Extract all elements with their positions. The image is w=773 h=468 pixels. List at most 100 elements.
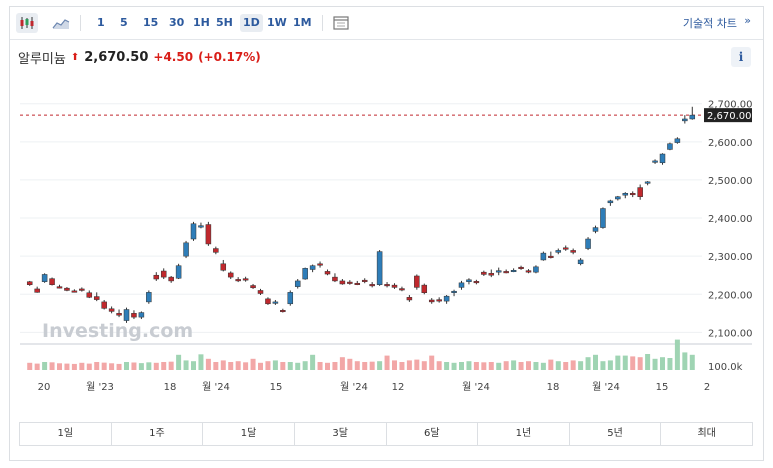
candle-body <box>361 279 368 282</box>
volume-bar <box>250 358 256 370</box>
candle-body <box>227 272 234 278</box>
timeframe-1w[interactable]: 1W <box>267 16 287 29</box>
volume-bar <box>585 357 591 370</box>
advanced-chart-link[interactable]: 기술적 차트 <box>682 17 737 30</box>
candle-body <box>123 309 130 321</box>
volume-bar <box>332 362 338 370</box>
toolbar-divider <box>80 15 81 31</box>
candle-body <box>34 288 40 293</box>
candle-body <box>473 281 480 284</box>
candle-body <box>332 276 338 282</box>
range-selector: 1일 1주 1달 3달 6달 1년 5년 최대 <box>19 422 753 446</box>
volume-bar <box>593 354 598 370</box>
candle-body <box>622 193 629 196</box>
candle-body <box>41 274 48 282</box>
volume-bar <box>146 362 152 370</box>
y-tick-label: 2,600.00 <box>708 138 753 149</box>
x-tick-label: 20 <box>38 382 51 393</box>
candle-body <box>71 290 78 293</box>
volume-bar <box>503 361 509 370</box>
y-tick-label: 2,100.00 <box>708 328 753 339</box>
volume-bar <box>235 361 241 370</box>
candle-body <box>555 250 562 253</box>
timeframe-30[interactable]: 30 <box>169 16 185 29</box>
candle-body <box>287 292 294 305</box>
volume-bar <box>49 362 55 370</box>
volume-bar <box>451 362 457 370</box>
range-button[interactable]: 최대 <box>697 428 716 439</box>
volume-bar <box>354 361 360 370</box>
candle-body <box>384 284 390 287</box>
candle-body <box>101 301 107 309</box>
last-price: 2,670.50 <box>84 49 149 65</box>
candle-body <box>667 143 673 150</box>
timeframe-5h[interactable]: 5H <box>216 16 233 29</box>
candlestick-icon[interactable] <box>16 13 38 33</box>
chart-toolbar: 1 5 15 30 1H 5H 1D 1W 1M 기술적 차트 » <box>10 7 763 40</box>
candle-body <box>510 270 517 273</box>
candle-body <box>347 281 353 284</box>
candle-body <box>190 223 197 240</box>
candle-body <box>205 224 212 245</box>
candle-body <box>644 181 651 184</box>
volume-bar <box>42 362 48 370</box>
chevron-right-icon[interactable]: » <box>744 14 751 27</box>
volume-bar <box>548 359 554 370</box>
x-tick-label: 월 '24 <box>340 381 368 393</box>
candle-body <box>577 259 584 265</box>
volume-bar <box>198 354 204 370</box>
range-button[interactable]: 6달 <box>387 423 479 445</box>
candle-body <box>294 280 301 287</box>
volume-bar <box>607 360 613 370</box>
candle-body <box>309 265 316 270</box>
timeframe-1[interactable]: 1 <box>97 16 105 29</box>
volume-bar <box>540 362 546 370</box>
range-button[interactable]: 1달 <box>203 423 295 445</box>
candle-body <box>108 308 115 312</box>
range-button[interactable]: 1년 <box>478 423 570 445</box>
volume-bar <box>392 360 397 370</box>
range-button[interactable]: 5년 <box>570 423 662 445</box>
info-icon[interactable]: i <box>731 47 751 67</box>
volume-bar <box>526 361 531 370</box>
area-chart-icon[interactable] <box>50 13 72 33</box>
candle-body <box>503 271 509 274</box>
candle-body <box>257 290 264 294</box>
volume-bar <box>79 362 85 370</box>
candle-body <box>339 280 346 285</box>
volume-bar <box>473 362 479 370</box>
x-tick-label: 월 '24 <box>592 381 620 393</box>
candle-body <box>280 310 286 313</box>
timeframe-1h[interactable]: 1H <box>193 16 210 29</box>
volume-bar <box>27 362 33 370</box>
candle-body <box>324 271 331 275</box>
candle-body <box>49 278 55 285</box>
candle-body <box>131 313 137 318</box>
timeframe-5[interactable]: 5 <box>120 16 128 29</box>
candle-body <box>562 247 569 250</box>
volume-bar <box>578 361 584 370</box>
timeframe-1m[interactable]: 1M <box>293 16 312 29</box>
range-button[interactable]: 1주 <box>112 423 204 445</box>
volume-bar <box>153 362 159 370</box>
volume-bar <box>496 362 502 370</box>
volume-bar <box>436 361 442 370</box>
candle-body <box>585 238 591 249</box>
candle-body <box>406 297 413 301</box>
x-tick-label: 월 '24 <box>462 381 490 393</box>
x-tick-label: 2 <box>704 382 710 393</box>
range-button[interactable]: 1일 <box>20 423 112 445</box>
volume-label: 100.0k <box>708 362 743 373</box>
x-tick-label: 15 <box>656 382 669 393</box>
timeframe-1d[interactable]: 1D <box>240 14 263 32</box>
candle-body <box>317 263 323 266</box>
range-button[interactable]: 3달 <box>295 423 387 445</box>
layout-icon[interactable] <box>330 13 352 33</box>
volume-bar <box>369 361 375 370</box>
timeframe-15[interactable]: 15 <box>143 16 159 29</box>
volume-bar <box>555 361 561 370</box>
x-tick-label: 18 <box>547 382 560 393</box>
volume-bar <box>645 354 651 370</box>
volume-bar <box>243 362 249 370</box>
volume-bar <box>86 363 92 370</box>
